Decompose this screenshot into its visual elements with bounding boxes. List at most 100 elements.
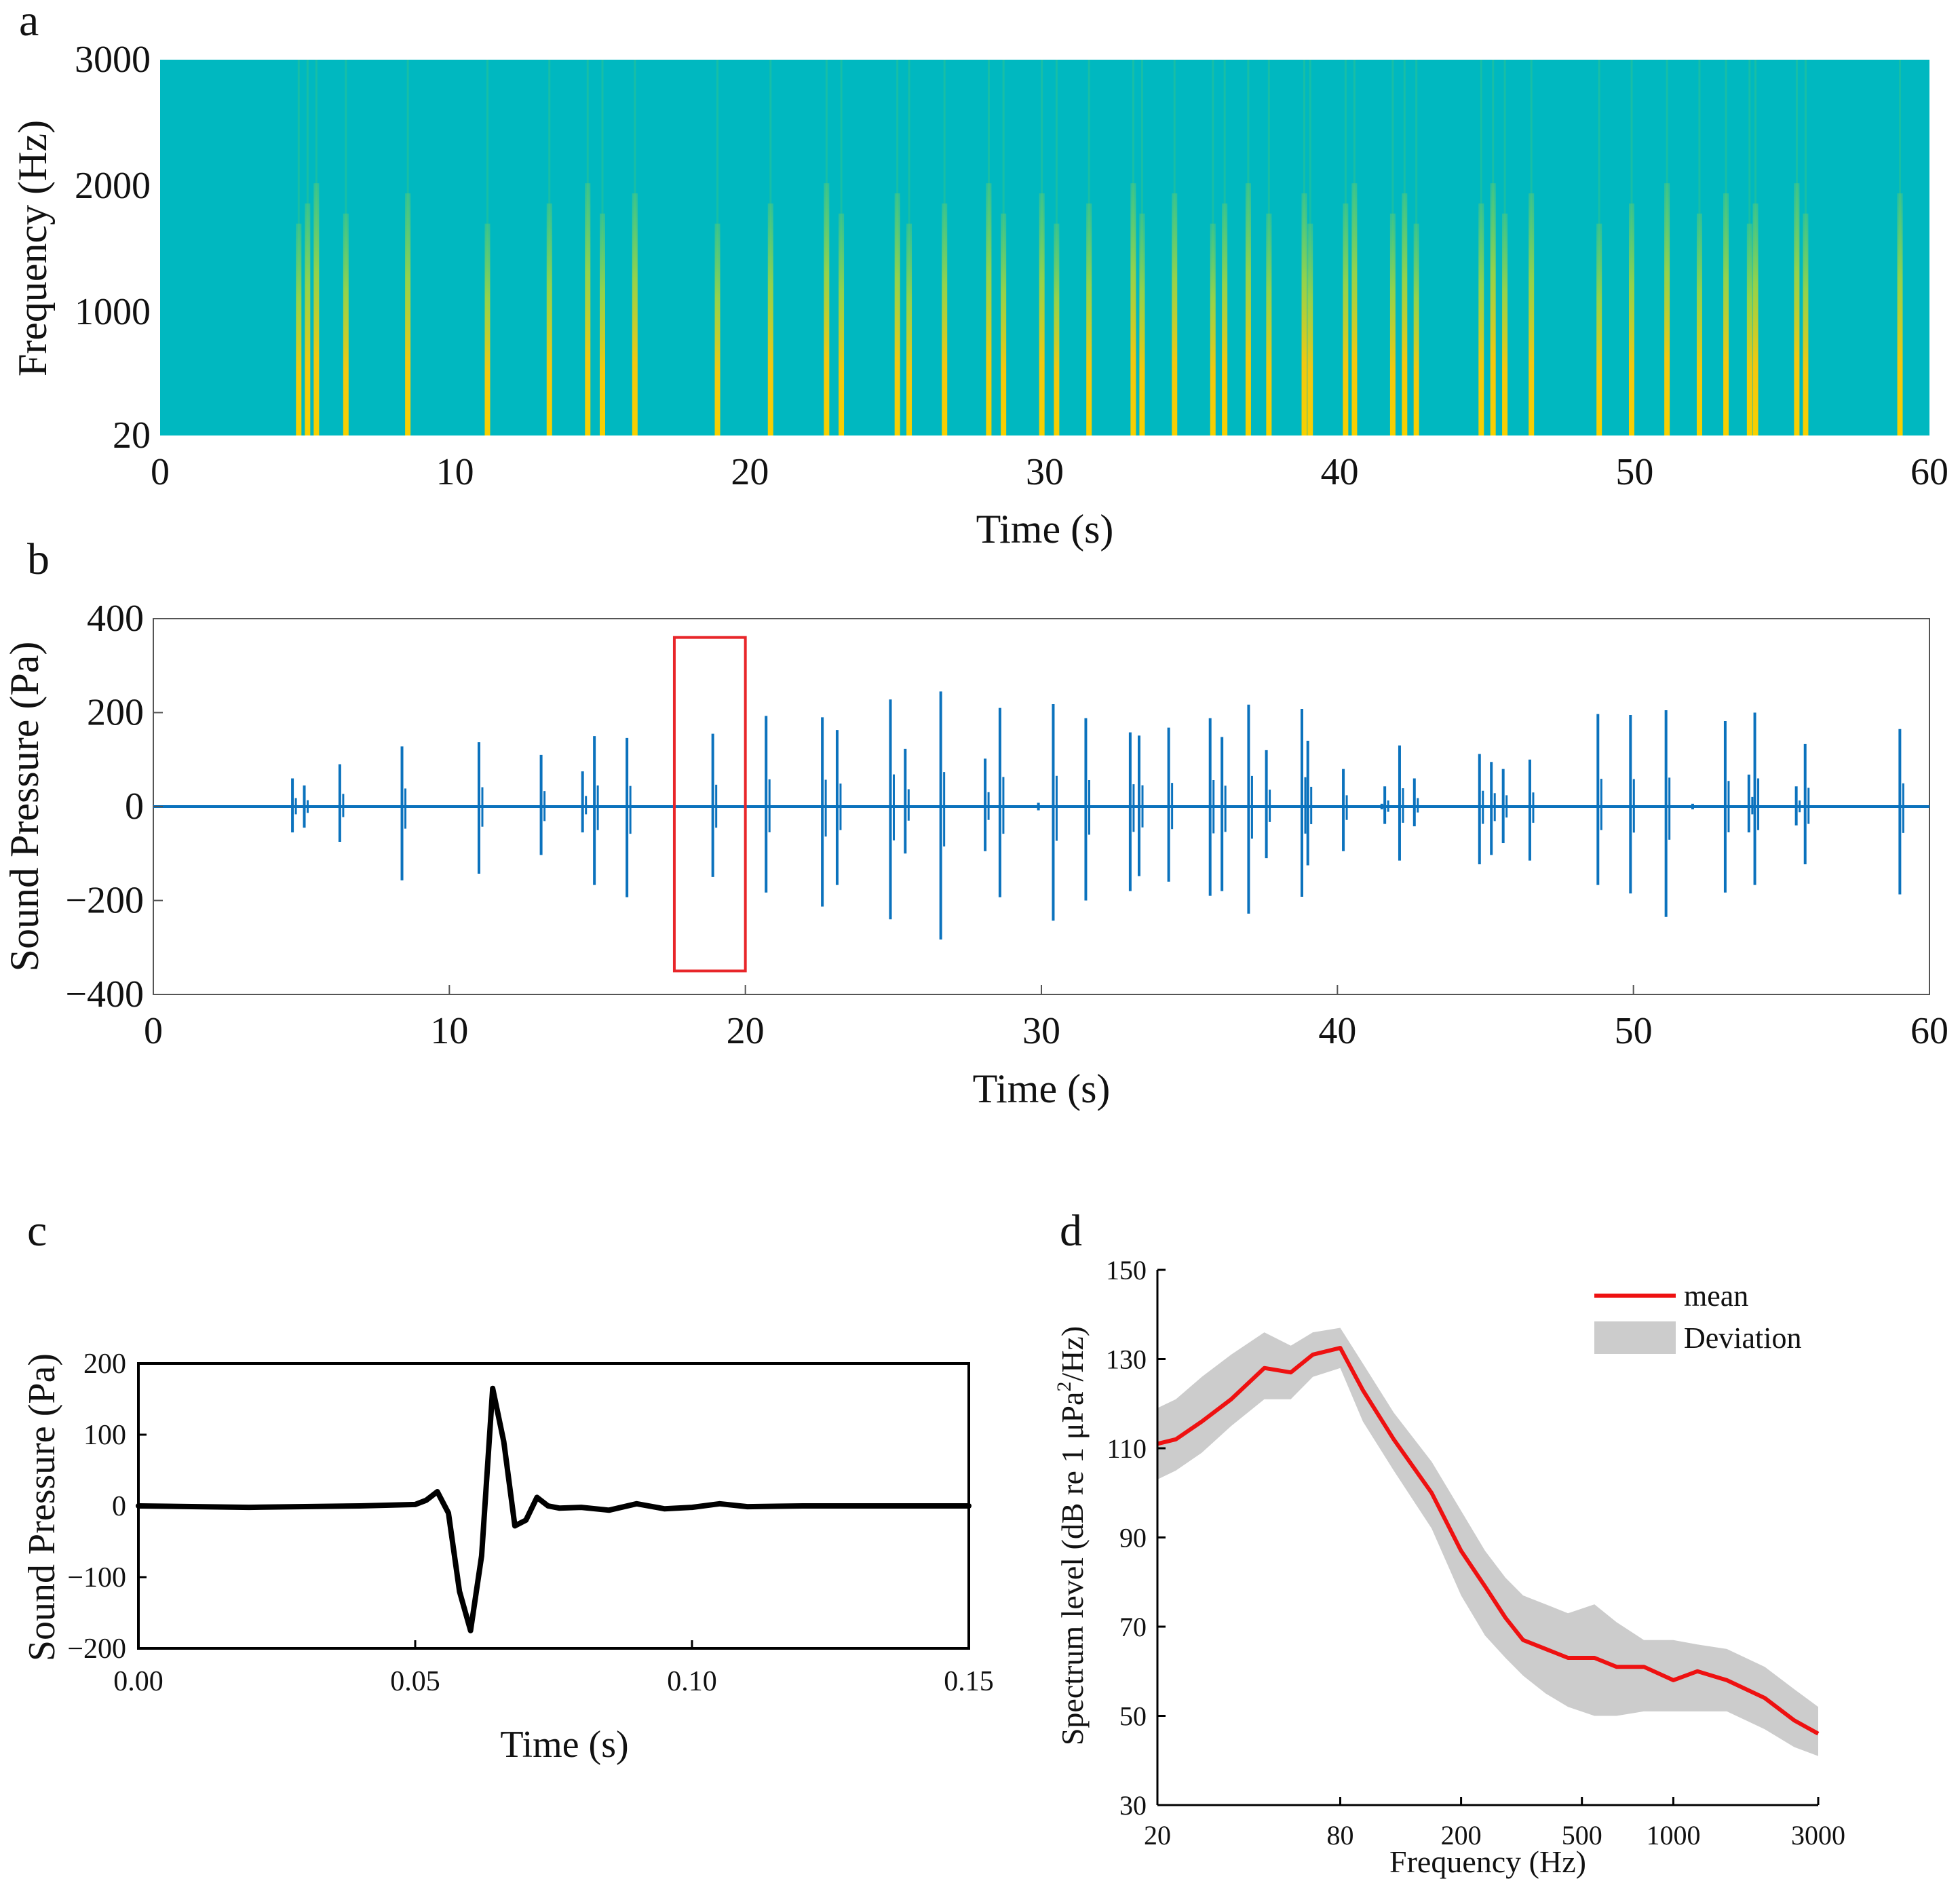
spectrogram-click [767,203,773,435]
spectrogram-click [942,203,948,435]
spectrum-y-tick-label: 110 [1107,1433,1147,1464]
spectrogram-click [1803,213,1809,435]
click-waveform-line [136,1385,972,1633]
spectrogram-clicks [296,60,1903,435]
click-x-tick-label: 0.15 [944,1666,994,1697]
spectrogram-click [1266,213,1272,435]
spectrum-y-axis-label: Spectrum level (dB re 1 μPa2/Hz) [1053,1326,1090,1745]
click-waveform-panel: 0.00 0.05 0.10 0.15 200 100 0 −100 −200 Time (s)… [21,1349,994,1766]
spectrogram-x-tick-label: 20 [731,451,769,493]
legend-deviation-label: Deviation [1684,1321,1802,1355]
spectrogram-x-tick-label: 0 [151,451,170,493]
spectrogram-panel: 0 10 20 30 40 50 60 20 1000 2000 3000 Time (s) Fre… [10,39,1948,551]
spectrum-y-tick-label: 50 [1119,1701,1147,1732]
mean-spectrum-line [1157,1346,1820,1736]
click-y-tick-label: 100 [83,1420,126,1451]
spectrum-y-tick-label: 70 [1119,1612,1147,1642]
click-x-tick-label: 0.00 [113,1666,164,1697]
click-y-tick-label: −200 [67,1633,126,1665]
spectrogram-click [1502,213,1508,435]
waveform-x-tick-label: 20 [727,1010,765,1052]
spectrogram-click [1139,213,1145,435]
spectrogram-click [839,213,845,435]
spectrogram-click [343,213,349,435]
click-ticks: 0.00 0.05 0.10 0.15 200 100 0 −100 −200 [67,1349,993,1697]
spectrum-x-tick-label: 1000 [1646,1820,1700,1851]
waveform-x-tick-label: 30 [1022,1010,1060,1052]
click-y-tick-label: −100 [67,1562,126,1593]
spectrum-x-tick-label: 200 [1441,1820,1482,1851]
spectrogram-click [1596,223,1602,435]
spectrogram-click [296,223,302,435]
spectrogram-y-tick-label: 2000 [75,165,151,207]
spectrogram-x-tick-label: 50 [1615,451,1653,493]
waveform-panel: 0 10 20 30 40 50 60 400 200 0 −200 −400 Time (s) So… [2,598,1948,1111]
spectrogram-click [1897,193,1903,435]
spectrogram-ticks: 0 10 20 30 40 50 60 20 1000 2000 3000 [75,39,1948,493]
waveform-x-tick-label: 10 [430,1010,468,1052]
panel-label-b: b [27,535,50,584]
click-x-tick-label: 0.10 [667,1666,717,1697]
spectrum-y-label-tail: /Hz) [1055,1326,1090,1382]
waveform-y-tick-label: −400 [65,973,144,1015]
spectrogram-click [1039,193,1045,435]
spectrogram-click [1746,223,1752,435]
click-y-tick-label: 0 [112,1491,126,1522]
spectrum-x-tick-label: 500 [1562,1820,1602,1851]
waveform-y-axis-label: Sound Pressure (Pa) [2,642,47,972]
spectrogram-x-tick-label: 60 [1910,451,1948,493]
spectrum-x-tick-label: 80 [1326,1820,1353,1851]
spectrogram-click [714,223,720,435]
spectrogram-click [1752,203,1759,435]
click-x-axis-label: Time (s) [500,1724,628,1766]
waveform-y-tick-label: 400 [87,598,144,640]
spectrogram-click [546,203,552,435]
spectrogram-background [160,60,1929,435]
spectrogram-click [1245,183,1251,435]
spectrum-ticks: 20 80 200 500 1000 3000 30 50 70 90 110 130 150 [1106,1255,1845,1851]
click-y-axis-label: Sound Pressure (Pa) [21,1353,63,1661]
waveform-x-tick-label: 50 [1615,1010,1653,1052]
waveform-x-axis-label: Time (s) [973,1066,1111,1111]
waveform-y-tick-label: 200 [87,692,144,734]
deviation-band [1157,1328,1818,1756]
spectrogram-click [1413,223,1419,435]
spectrogram-x-tick-label: 40 [1321,451,1359,493]
spectrum-panel: 20 80 200 500 1000 3000 30 50 70 90 110 130 150 mean… [1053,1255,1845,1879]
spectrogram-click [1490,183,1496,435]
spectrum-y-tick-label: 90 [1119,1523,1147,1553]
spectrogram-click [1696,213,1702,435]
panel-label-c: c [27,1206,47,1256]
spectrum-y-label-main: Spectrum level (dB re 1 μPa [1055,1392,1090,1746]
spectrogram-click [824,183,830,435]
spectrogram-click [1723,193,1729,435]
spectrum-y-tick-label: 30 [1119,1790,1147,1821]
highlight-box [672,636,747,973]
spectrum-y-tick-label: 130 [1106,1344,1147,1375]
spectrogram-click [1628,203,1634,435]
spectrogram-click [1172,193,1178,435]
waveform-x-tick-label: 60 [1910,1010,1948,1052]
waveform-y-tick-label: 0 [125,786,144,828]
spectrogram-click [1301,193,1307,435]
spectrogram-y-tick-label: 20 [113,414,151,457]
spectrum-y-tick-label: 150 [1106,1255,1147,1285]
spectrogram-x-tick-label: 30 [1026,451,1064,493]
spectrogram-click [1001,213,1007,435]
spectrogram-click [894,193,900,435]
spectrogram-click [1086,203,1092,435]
spectrogram-click [986,183,992,435]
spectrogram-click [1351,183,1358,435]
spectrogram-click [600,213,605,435]
spectrogram-click [1794,183,1800,435]
spectrogram-click [1130,183,1136,435]
spectrogram-click [906,223,912,435]
panel-label-a: a [19,0,39,45]
spectrogram-click [1664,183,1670,435]
spectrogram-y-axis-label: Frequency (Hz) [10,120,55,376]
spectrogram-click [1222,203,1228,435]
spectrogram-click [1054,223,1060,435]
spectrogram-click [1402,193,1408,435]
spectrum-x-tick-label: 3000 [1791,1820,1845,1851]
